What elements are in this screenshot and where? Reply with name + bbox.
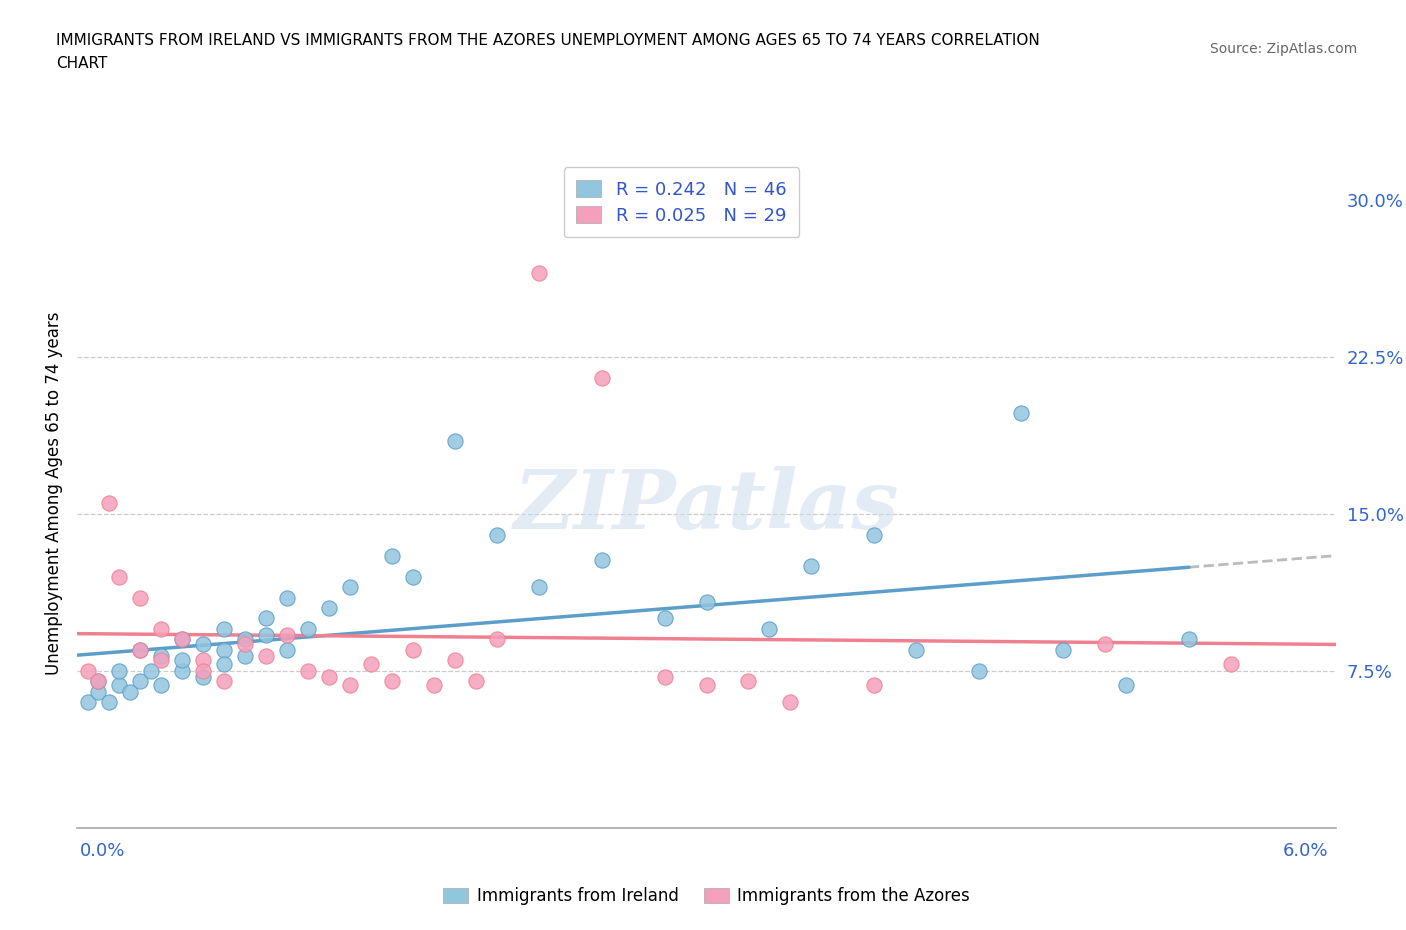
Text: CHART: CHART	[56, 56, 108, 71]
Point	[150, 653, 173, 668]
Point	[108, 678, 131, 693]
Point	[1219, 657, 1241, 671]
Point	[254, 649, 277, 664]
Point	[863, 527, 886, 542]
Point	[150, 649, 173, 664]
Point	[967, 663, 990, 678]
Point	[905, 643, 928, 658]
Point	[779, 695, 801, 710]
Point	[360, 657, 382, 671]
Point	[97, 695, 120, 710]
Point	[129, 673, 152, 688]
Point	[129, 643, 152, 658]
Point	[1115, 678, 1137, 693]
Point	[654, 611, 676, 626]
Point	[654, 670, 676, 684]
Point	[172, 653, 194, 668]
Point	[485, 527, 508, 542]
Point	[150, 621, 173, 636]
Point	[212, 643, 235, 658]
Point	[696, 594, 718, 609]
Point	[97, 496, 120, 511]
Point	[276, 591, 298, 605]
Point	[87, 673, 110, 688]
Text: 6.0%: 6.0%	[1284, 842, 1329, 860]
Point	[381, 673, 404, 688]
Point	[172, 632, 194, 647]
Point	[150, 678, 173, 693]
Point	[212, 673, 235, 688]
Point	[87, 684, 110, 699]
Point	[527, 266, 550, 281]
Point	[87, 673, 110, 688]
Point	[737, 673, 759, 688]
Point	[423, 678, 446, 693]
Text: ZIPatlas: ZIPatlas	[513, 466, 900, 546]
Point	[339, 579, 361, 594]
Point	[233, 632, 256, 647]
Point	[444, 433, 467, 448]
Point	[129, 591, 152, 605]
Y-axis label: Unemployment Among Ages 65 to 74 years: Unemployment Among Ages 65 to 74 years	[45, 312, 63, 674]
Point	[863, 678, 886, 693]
Point	[233, 636, 256, 651]
Point	[212, 657, 235, 671]
Point	[1178, 632, 1201, 647]
Text: IMMIGRANTS FROM IRELAND VS IMMIGRANTS FROM THE AZORES UNEMPLOYMENT AMONG AGES 65: IMMIGRANTS FROM IRELAND VS IMMIGRANTS FR…	[56, 33, 1040, 47]
Point	[318, 670, 340, 684]
Point	[444, 653, 467, 668]
Point	[233, 649, 256, 664]
Legend: R = 0.242   N = 46, R = 0.025   N = 29: R = 0.242 N = 46, R = 0.025 N = 29	[564, 167, 799, 237]
Point	[191, 663, 215, 678]
Point	[381, 548, 404, 563]
Point	[1010, 405, 1032, 420]
Point	[172, 663, 194, 678]
Point	[696, 678, 718, 693]
Point	[485, 632, 508, 647]
Point	[129, 643, 152, 658]
Point	[591, 552, 613, 567]
Point	[108, 663, 131, 678]
Point	[191, 670, 215, 684]
Text: 0.0%: 0.0%	[80, 842, 125, 860]
Text: Source: ZipAtlas.com: Source: ZipAtlas.com	[1209, 42, 1357, 56]
Point	[118, 684, 141, 699]
Point	[139, 663, 162, 678]
Point	[254, 628, 277, 643]
Point	[276, 643, 298, 658]
Point	[172, 632, 194, 647]
Point	[254, 611, 277, 626]
Point	[76, 695, 98, 710]
Point	[591, 370, 613, 385]
Point	[191, 653, 215, 668]
Point	[339, 678, 361, 693]
Point	[1052, 643, 1074, 658]
Point	[318, 601, 340, 616]
Point	[212, 621, 235, 636]
Point	[402, 643, 425, 658]
Point	[758, 621, 780, 636]
Point	[402, 569, 425, 584]
Point	[800, 559, 823, 574]
Point	[191, 636, 215, 651]
Point	[297, 621, 319, 636]
Point	[464, 673, 486, 688]
Point	[297, 663, 319, 678]
Point	[76, 663, 98, 678]
Point	[276, 628, 298, 643]
Point	[108, 569, 131, 584]
Point	[527, 579, 550, 594]
Point	[1094, 636, 1116, 651]
